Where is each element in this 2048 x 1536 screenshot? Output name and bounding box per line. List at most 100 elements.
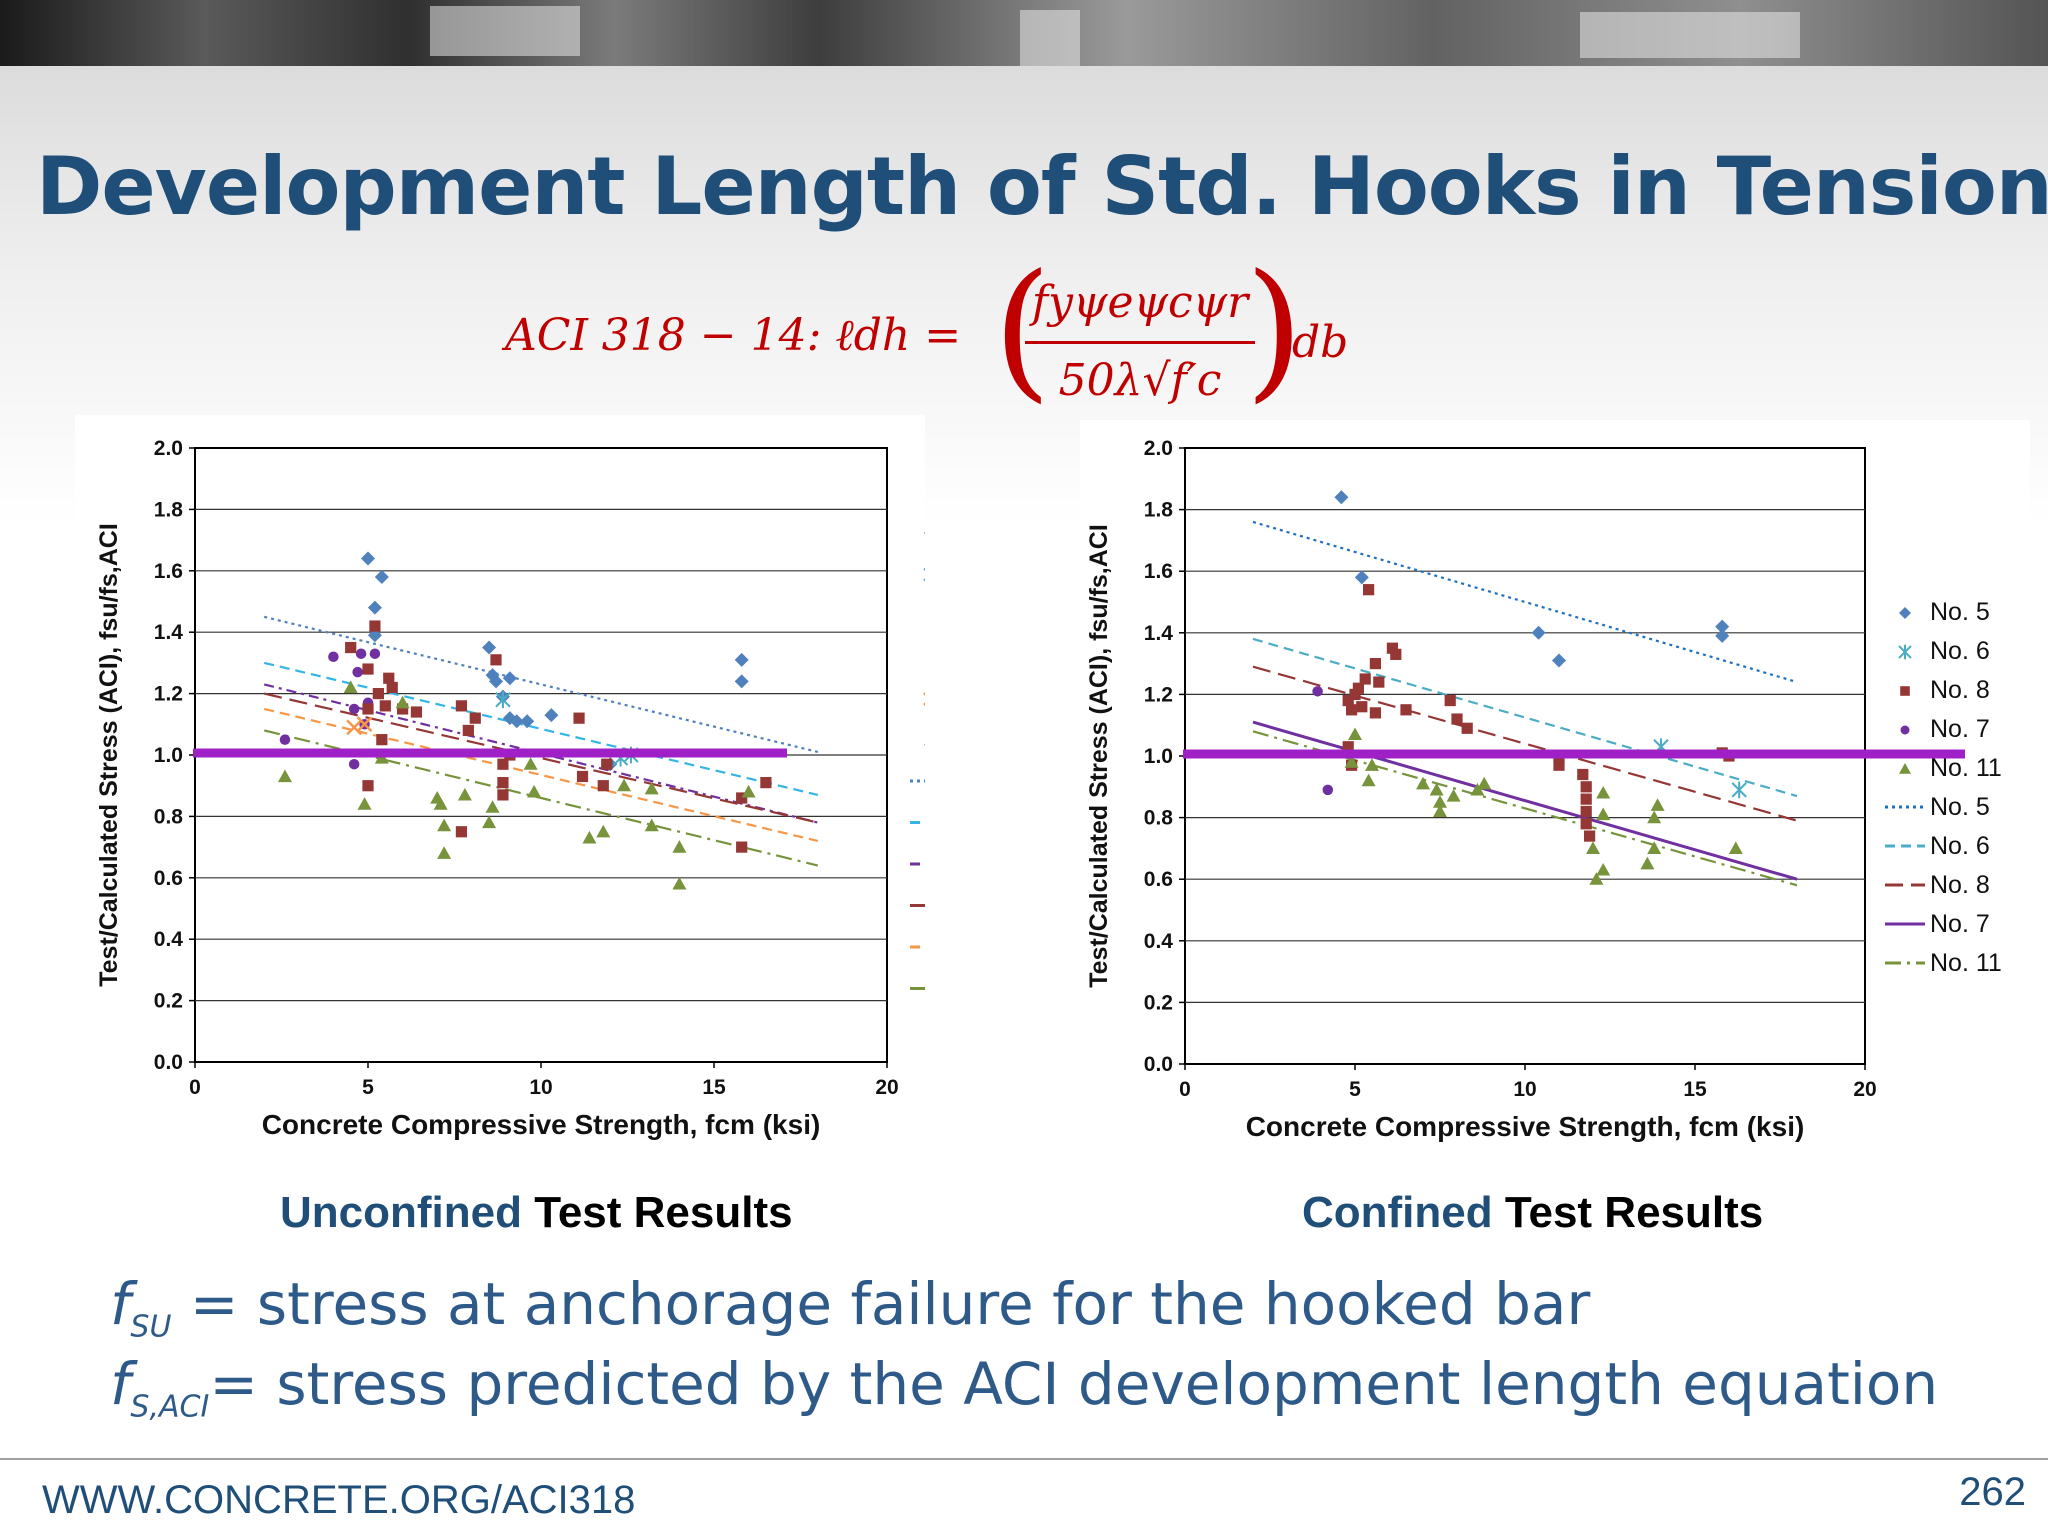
data-point <box>497 789 509 801</box>
data-point <box>410 706 423 718</box>
data-point <box>361 551 375 566</box>
y-tick-label: 1.4 <box>154 621 184 644</box>
data-point <box>1586 841 1600 854</box>
data-point <box>1477 776 1492 790</box>
data-point <box>497 758 509 770</box>
data-point <box>383 672 395 684</box>
data-point <box>376 734 388 746</box>
data-point <box>372 688 384 700</box>
y-tick-label: 1.4 <box>1144 622 1174 645</box>
banner-building-detail <box>1580 12 1800 58</box>
data-point <box>1359 673 1371 685</box>
y-axis-title: Test/Calculated Stress (ACI), fsu/fs,ACI <box>95 523 123 987</box>
legend-label: No. 5 <box>1930 598 1990 626</box>
y-tick-label: 1.8 <box>1144 499 1174 522</box>
caption-unconfined-rest: Test Results <box>521 1188 793 1237</box>
x-tick-label: 0 <box>1179 1078 1191 1101</box>
data-point <box>601 758 613 770</box>
x-tick-label: 20 <box>1853 1078 1876 1101</box>
y-axis-title: Test/Calculated Stress (ACI), fsu/fs,ACI <box>1085 524 1113 988</box>
data-point <box>576 770 589 783</box>
data-point <box>1715 619 1730 634</box>
data-point <box>736 841 748 853</box>
data-point <box>395 695 410 709</box>
data-point <box>523 757 538 770</box>
y-tick-label: 0.8 <box>1144 807 1174 830</box>
x-tick-label: 15 <box>702 1076 726 1099</box>
legend-marker <box>1900 686 1910 696</box>
data-point <box>1386 642 1398 654</box>
data-point <box>433 797 448 810</box>
definition-fsu: fSU = stress at anchorage failure for th… <box>110 1270 1590 1345</box>
data-point <box>362 703 374 715</box>
y-tick-label: 0.6 <box>154 867 183 890</box>
y-tick-label: 1.8 <box>154 498 184 521</box>
data-point <box>1400 704 1412 716</box>
y-tick-label: 1.6 <box>154 560 183 583</box>
y-tick-label: 0.4 <box>1144 930 1174 953</box>
data-point <box>277 769 292 783</box>
unconfined-chart: 0.0 0.2 0.4 0.6 0.8 1.0 1.2 1.4 1.6 1.8 2.0 0 5 10 15 2… <box>75 415 925 1150</box>
data-point <box>1596 862 1611 876</box>
data-point <box>1577 768 1589 781</box>
data-point <box>1365 758 1379 771</box>
data-point <box>1390 648 1402 660</box>
data-point <box>1580 793 1592 805</box>
data-point <box>672 876 687 890</box>
data-point <box>1451 713 1463 725</box>
data-point <box>1444 694 1456 707</box>
data-point <box>367 600 382 615</box>
legend-label: No. 7 <box>1930 715 1990 743</box>
data-point <box>597 780 609 792</box>
formula-rhs: db <box>1292 317 1349 368</box>
legend-label: No. 8 <box>1930 871 1990 899</box>
data-point <box>736 792 748 804</box>
data-point <box>509 714 524 729</box>
series-no11 <box>277 680 756 890</box>
definition-subscript: S,ACI <box>130 1389 210 1425</box>
trendline-no8 <box>1252 665 1798 822</box>
data-point <box>357 797 372 810</box>
data-point <box>482 815 497 829</box>
legend-marker <box>1899 763 1911 774</box>
legend-label: No. 6 <box>1930 637 1990 665</box>
definition-text: = stress predicted by the ACI developmen… <box>209 1350 1939 1418</box>
y-tick-label: 1.0 <box>1144 745 1173 768</box>
data-point <box>346 719 363 736</box>
banner-building-detail <box>430 6 580 56</box>
data-point <box>1342 741 1354 753</box>
data-point <box>1334 490 1349 505</box>
caption-confined-rest: Test Results <box>1492 1188 1764 1237</box>
data-point <box>362 780 374 792</box>
data-point <box>1580 818 1592 830</box>
x-tick-label: 15 <box>1683 1078 1707 1101</box>
series-no5 <box>361 551 749 772</box>
data-point <box>355 648 367 659</box>
data-point <box>644 781 659 795</box>
data-point <box>741 784 756 798</box>
data-point <box>485 800 500 813</box>
data-point <box>348 703 360 715</box>
y-tick-label: 0.2 <box>1144 991 1173 1014</box>
data-point <box>1650 798 1665 811</box>
x-tick-label: 0 <box>189 1076 201 1099</box>
data-point <box>672 840 687 853</box>
definition-symbol: f <box>110 1350 131 1418</box>
legend-label: No. 11 <box>1930 754 2002 782</box>
legend-marker <box>924 532 925 534</box>
data-point <box>489 674 504 689</box>
series-no7 <box>1312 686 1334 796</box>
x-tick-label: 20 <box>875 1076 898 1099</box>
x-tick-label: 10 <box>1513 1078 1536 1101</box>
data-point <box>495 691 511 709</box>
legend-label: No. 8 <box>1930 676 1990 704</box>
data-point <box>457 787 472 801</box>
data-point <box>1728 841 1743 854</box>
x-axis-title: Concrete Compressive Strength, fcm (ksi) <box>1246 1111 1805 1142</box>
y-tick-label: 1.6 <box>1144 560 1173 583</box>
data-point <box>369 648 381 659</box>
legend-marker <box>1899 607 1911 619</box>
legend-marker <box>1898 644 1912 660</box>
data-point <box>573 712 585 724</box>
data-point <box>1352 682 1364 694</box>
